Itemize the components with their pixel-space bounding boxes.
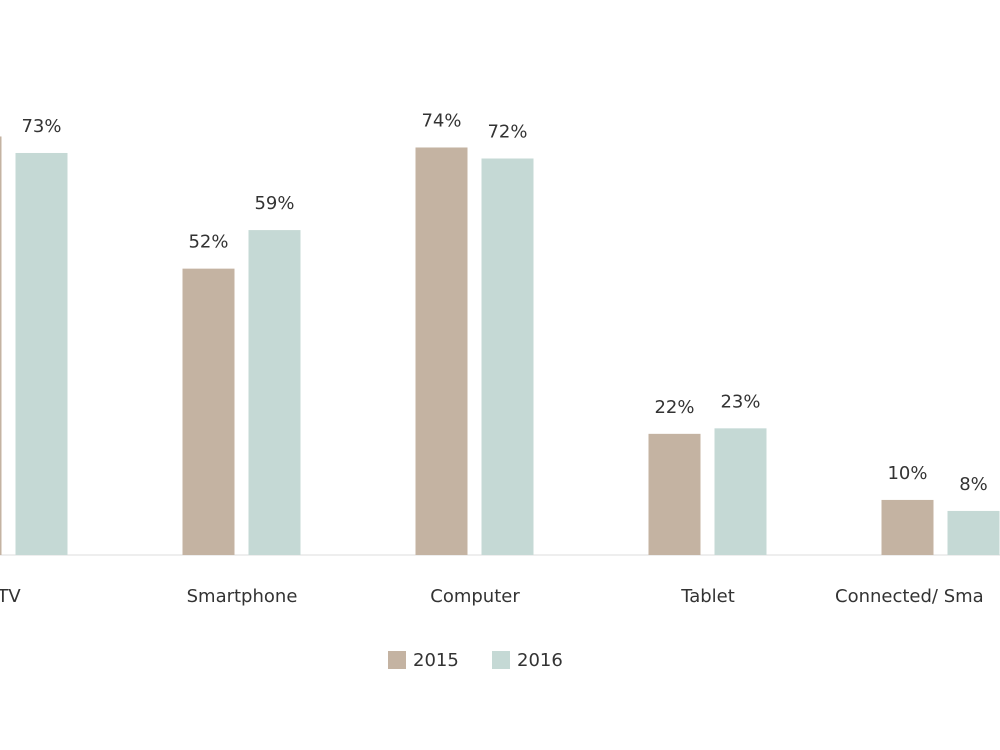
bar [881,499,934,555]
data-label: 10% [887,463,927,484]
x-tick-label: Computer [430,586,520,607]
bar [248,230,301,555]
x-tick-label: TV [0,586,21,607]
bar [714,428,767,555]
bar [947,510,1000,555]
legend-label: 2015 [413,650,459,671]
bar [481,158,534,555]
data-label: 73% [21,116,61,137]
legend-swatch [388,651,406,669]
data-label: 59% [254,193,294,214]
x-tick-label: Connected/ Sma [835,586,984,607]
data-label: 52% [188,232,228,253]
bar [415,147,468,555]
bar [0,136,2,555]
legend-swatch [492,651,510,669]
legend-label: 2016 [517,650,563,671]
x-tick-label: Tablet [680,586,735,607]
x-tick-label: Smartphone [187,586,298,607]
bar [182,268,235,555]
bar [15,152,68,555]
bar [648,433,701,555]
data-label: 22% [654,397,694,418]
data-label: 23% [720,391,760,412]
data-label: 8% [959,474,988,495]
data-label: 74% [421,110,461,131]
data-label: 72% [487,121,527,142]
